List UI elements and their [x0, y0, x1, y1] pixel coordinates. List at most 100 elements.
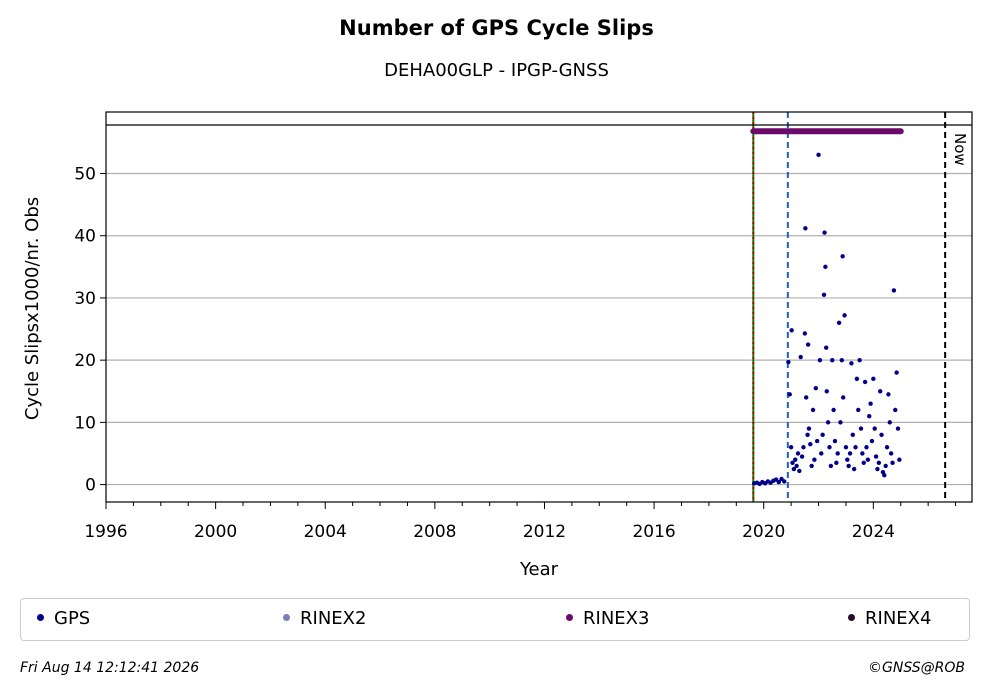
- gps-point: [836, 320, 842, 326]
- gps-point: [827, 445, 832, 450]
- gps-point: [871, 376, 876, 382]
- gps-point: [853, 445, 858, 450]
- gps-point: [805, 432, 810, 438]
- legend-label: RINEX3: [583, 608, 650, 629]
- x-tick-label: 2008: [413, 522, 456, 542]
- gps-point: [817, 357, 823, 363]
- gps-point: [886, 392, 891, 397]
- gps-point: [865, 457, 871, 462]
- chart-title: Number of GPS Cycle Slips: [339, 16, 654, 40]
- x-tick-label: 2016: [632, 522, 675, 542]
- gps-point: [867, 413, 872, 419]
- gps-point: [897, 457, 902, 462]
- gps-point: [808, 441, 813, 447]
- gps-point: [787, 392, 792, 397]
- gps-point: [879, 432, 884, 438]
- x-tick-label: 2012: [523, 522, 566, 542]
- gps-point: [798, 354, 803, 360]
- gps-point: [873, 454, 879, 459]
- gps-point: [890, 460, 895, 466]
- gps-point: [776, 479, 781, 485]
- gps-point: [895, 426, 901, 431]
- gps-point: [799, 454, 805, 459]
- legend-label: RINEX2: [300, 608, 367, 629]
- gps-point: [840, 254, 845, 259]
- legend-item-gps: GPS: [37, 608, 90, 629]
- gps-point: [850, 432, 855, 438]
- legend-marker: [566, 613, 573, 621]
- gps-point: [843, 445, 849, 450]
- y-tick-label: 50: [74, 165, 96, 185]
- gps-point: [814, 438, 820, 444]
- gps-point: [875, 466, 880, 472]
- gps-point: [891, 288, 897, 293]
- y-tick-label: 10: [74, 413, 96, 433]
- gps-point: [876, 460, 882, 466]
- gps-point: [820, 432, 825, 438]
- gps-point: [824, 345, 829, 350]
- gps-point: [782, 479, 787, 484]
- y-tick-label: 40: [74, 227, 96, 247]
- gps-point: [823, 264, 828, 270]
- gps-point: [819, 451, 824, 456]
- gps-point: [805, 342, 811, 347]
- gps-point: [840, 395, 846, 400]
- footer-credit: ©GNSS@ROB: [868, 660, 965, 676]
- legend-label: RINEX4: [865, 608, 932, 629]
- gps-point: [791, 466, 797, 472]
- legend: GPS RINEX2 RINEX3 RINEX4: [20, 598, 970, 641]
- gps-point: [794, 463, 799, 469]
- gps-point: [822, 230, 827, 235]
- gps-point: [831, 407, 836, 413]
- gps-point: [887, 420, 892, 425]
- gps-point: [788, 445, 794, 450]
- x-tick-label: 2024: [852, 522, 895, 542]
- x-tick-label: 2004: [304, 522, 347, 542]
- gps-point: [786, 359, 791, 365]
- gps-point: [868, 401, 873, 406]
- gps-point: [862, 379, 868, 385]
- gps-point: [851, 466, 857, 472]
- legend-marker: [37, 613, 44, 621]
- gps-point: [809, 463, 814, 469]
- legend-item-rinex4: RINEX4: [848, 608, 931, 629]
- x-axis-label: Year: [519, 559, 559, 580]
- legend-marker: [283, 613, 290, 621]
- y-tick-label: 20: [74, 351, 96, 371]
- gps-point: [882, 473, 887, 478]
- gps-point: [812, 457, 817, 462]
- gps-point: [894, 370, 899, 375]
- y-axis-label: Cycle Slipsx1000/nr. Obs: [22, 197, 43, 420]
- plot-frame: [105, 111, 973, 503]
- gps-point: [864, 445, 869, 450]
- x-tick-label: 1996: [84, 522, 127, 542]
- gps-point: [872, 426, 877, 431]
- gps-point: [845, 457, 850, 462]
- x-tick-label: 2020: [742, 522, 785, 542]
- gps-point: [838, 420, 843, 425]
- gps-point: [802, 331, 808, 336]
- gps-point: [860, 451, 865, 456]
- gps-point: [835, 451, 840, 456]
- gps-point: [813, 385, 818, 391]
- gps-point: [825, 420, 831, 425]
- gps-point: [801, 445, 806, 450]
- gps-point: [846, 463, 851, 469]
- gps-point: [789, 328, 794, 333]
- legend-marker: [848, 613, 855, 621]
- now-label: Now: [951, 133, 969, 166]
- y-tick-label: 0: [85, 476, 96, 496]
- legend-item-rinex3: RINEX3: [566, 608, 649, 629]
- gps-point: [883, 463, 888, 469]
- gps-point: [857, 357, 862, 363]
- gps-point: [869, 438, 875, 444]
- gps-point: [839, 357, 845, 363]
- cycle-slips-chart: 0 10 20 30 40 50 1996 2000 2004 2008 2012 2016 2020 2…: [22, 111, 973, 580]
- gps-point: [816, 152, 821, 158]
- gps-point: [884, 445, 890, 450]
- gps-point: [842, 313, 847, 318]
- gps-point: [888, 451, 894, 456]
- gps-point: [856, 407, 861, 413]
- gps-point: [849, 361, 854, 366]
- gps-point: [834, 460, 839, 466]
